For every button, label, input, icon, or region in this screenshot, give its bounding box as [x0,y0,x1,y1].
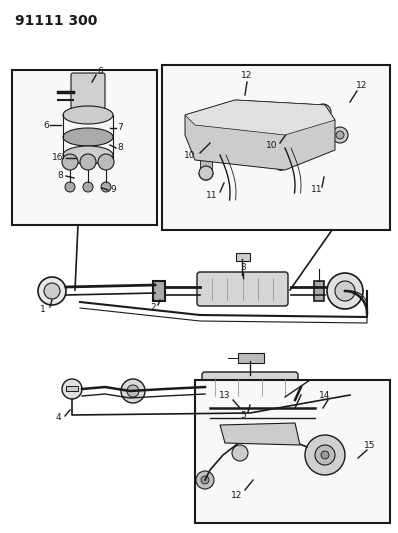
Circle shape [62,379,82,399]
Text: 10: 10 [184,150,196,159]
Text: 11: 11 [206,190,218,199]
Circle shape [233,428,247,442]
Circle shape [315,104,331,120]
Text: 6: 6 [97,68,103,77]
Text: 5: 5 [240,410,246,419]
Text: 1: 1 [40,305,46,314]
Ellipse shape [63,106,113,124]
Text: 15: 15 [364,440,376,449]
Circle shape [332,127,348,143]
Bar [195,380,390,523]
Bar [275,135,287,163]
Text: 12: 12 [231,490,243,499]
Circle shape [327,273,363,309]
Bar [12,70,157,225]
Circle shape [121,379,145,403]
Bar [153,281,165,301]
Circle shape [199,166,213,180]
Text: 4: 4 [55,414,61,423]
Circle shape [98,154,114,170]
Ellipse shape [63,146,113,164]
Bar [66,386,78,391]
Circle shape [83,182,93,192]
Text: 6: 6 [43,120,49,130]
Text: 13: 13 [219,391,231,400]
Circle shape [335,281,355,301]
Text: 9: 9 [110,185,116,195]
FancyBboxPatch shape [197,272,288,306]
Polygon shape [220,423,300,445]
FancyBboxPatch shape [71,73,105,109]
Polygon shape [185,100,335,135]
Text: 91111 300: 91111 300 [15,14,98,28]
Circle shape [38,277,66,305]
Circle shape [65,182,75,192]
Text: 11: 11 [311,185,323,195]
FancyBboxPatch shape [202,372,298,402]
Text: 8: 8 [117,143,123,152]
Circle shape [196,471,214,489]
Ellipse shape [63,128,113,146]
Text: 12: 12 [241,70,253,79]
Text: 14: 14 [319,391,331,400]
Circle shape [62,154,78,170]
Circle shape [201,476,209,484]
Text: 2: 2 [150,303,156,312]
Circle shape [305,435,345,475]
Text: 16: 16 [52,154,64,163]
Text: 8: 8 [57,171,63,180]
Circle shape [319,108,327,116]
Circle shape [321,451,329,459]
Circle shape [315,445,335,465]
Circle shape [336,131,344,139]
Text: 3: 3 [240,263,246,272]
Circle shape [232,445,248,461]
Bar [314,281,324,301]
Text: 10: 10 [266,141,278,149]
Bar [236,253,250,261]
Circle shape [101,182,111,192]
Bar [162,65,390,230]
Circle shape [80,154,96,170]
Circle shape [273,426,287,440]
Bar [200,145,212,173]
Polygon shape [185,100,335,170]
Text: 7: 7 [117,124,123,133]
Text: 12: 12 [356,80,368,90]
Bar [238,353,264,363]
Circle shape [44,283,60,299]
Circle shape [274,156,288,170]
Circle shape [127,385,139,397]
